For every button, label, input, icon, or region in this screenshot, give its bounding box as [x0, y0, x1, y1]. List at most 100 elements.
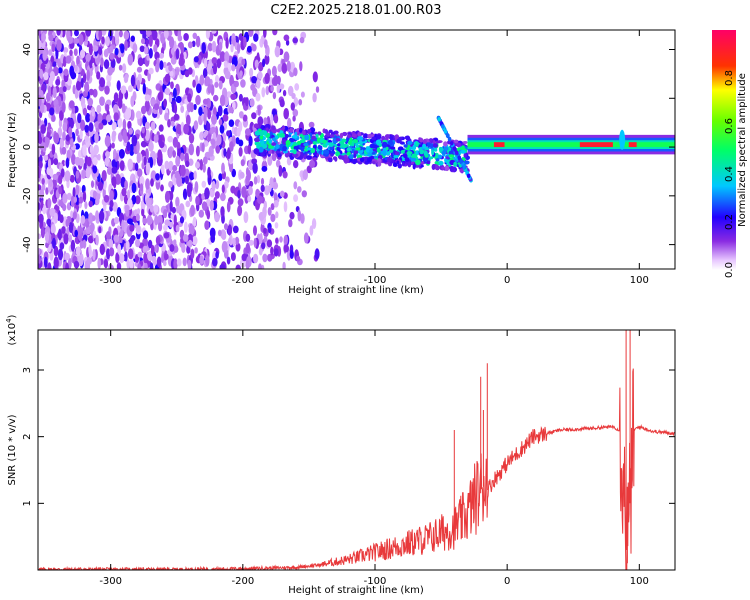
spectrogram-cell: [210, 233, 216, 243]
spectrogram-cell: [221, 214, 225, 224]
spectrogram-cell: [264, 72, 270, 84]
spectrogram-cell: [404, 157, 410, 162]
spectrogram-cell: [175, 155, 181, 167]
spectrogram-cell: [205, 254, 210, 267]
spectrogram-cell: [351, 141, 355, 147]
spectrogram-cell: [199, 159, 204, 171]
spectrogram-cell: [359, 157, 365, 163]
spectrogram-cell: [422, 143, 427, 149]
spectrogram-cell: [127, 53, 134, 66]
spectrogram-cell: [49, 167, 54, 177]
spectrogram-cell: [270, 246, 274, 256]
spectrogram-cell: [282, 171, 288, 179]
spectrogram-cell: [464, 160, 470, 165]
spectrogram-cell: [306, 156, 310, 160]
spectrogram-cell: [431, 164, 436, 170]
spectrogram-cell: [222, 114, 229, 122]
spectrogram-cell: [398, 136, 403, 140]
spectrogram-cell: [249, 67, 254, 78]
spectrogram-cell: [245, 233, 251, 242]
spectrogram-cell: [385, 146, 389, 151]
spectrogram-cell: [193, 170, 197, 180]
spectrogram-cell: [149, 205, 155, 213]
spectrogram-cell: [198, 106, 203, 116]
spectrogram-cell: [84, 81, 90, 94]
spectrogram-cell: [224, 51, 230, 64]
spectrogram-cell: [287, 134, 292, 138]
spectrogram-cell: [124, 204, 130, 211]
figure-title: C2E2.2025.218.01.00.R03: [270, 3, 441, 18]
spectrogram-cell: [157, 149, 163, 161]
spectrogram-cell: [296, 255, 301, 262]
spectrogram-cell: [190, 204, 195, 217]
spectrogram-cell: [195, 145, 200, 157]
spectrogram-cell: [121, 219, 125, 231]
spectrogram-cell: [251, 43, 257, 52]
spectrogram-cell: [228, 237, 232, 245]
spectrogram-cell: [139, 183, 144, 192]
colorbar-tick-label: 0.8: [724, 70, 735, 86]
spectrogram-cell: [51, 114, 56, 122]
spectrogram-cell: [141, 126, 145, 134]
spectrogram-cell: [167, 135, 173, 143]
spectrogram-cell: [127, 158, 133, 171]
spectrogram-cell: [186, 182, 193, 193]
spectrogram-cell: [130, 35, 135, 42]
spectrogram-cell: [224, 70, 231, 80]
spectrogram-cell: [162, 61, 167, 69]
spectrogram-cell: [85, 53, 92, 62]
spectrogram-cell: [439, 147, 444, 152]
spectrogram-cell: [352, 133, 357, 138]
spectrogram-cell: [287, 117, 292, 129]
spectrogram-cell: [221, 184, 225, 194]
spectrogram-cell: [292, 150, 296, 154]
spectrogram-cell: [208, 145, 214, 157]
spectrogram-cell: [329, 134, 335, 138]
spectrogram-cell: [286, 249, 291, 261]
spectrogram-cell: [103, 49, 109, 58]
spectrogram-cell: [175, 83, 180, 91]
spectrogram-cell: [266, 116, 271, 125]
spectrogram-cell: [219, 51, 226, 63]
spectrogram-cell: [261, 264, 265, 269]
spectrogram-cell: [51, 43, 56, 53]
spectrogram-cell: [53, 158, 59, 166]
spectrogram-cell: [276, 129, 280, 133]
spectrogram-cell: [58, 186, 62, 195]
spectrogram-cell: [163, 30, 169, 39]
spectrogram-cell: [337, 143, 341, 147]
spectrogram-cell: [86, 256, 92, 265]
spectrogram-cell: [86, 69, 90, 81]
spectrogram-cell: [144, 262, 148, 269]
spectrogram-cell: [74, 156, 81, 166]
spectrogram-cell: [53, 256, 59, 269]
spectrogram-cell: [168, 94, 173, 104]
spectrogram-cell: [281, 62, 288, 74]
spectrogram-cell: [43, 256, 48, 268]
spectrogram-cell: [141, 105, 147, 115]
spectrogram-cell: [67, 36, 73, 44]
spectrogram-cell: [293, 97, 299, 107]
spectrogram-cell: [241, 253, 248, 262]
spectrogram-cell: [240, 159, 245, 167]
spectrogram-cell: [176, 175, 183, 187]
spectrogram-cell: [193, 120, 199, 131]
spectrogram-cell: [186, 245, 191, 254]
spectrogram-cell: [137, 263, 142, 269]
spectrogram-cell: [109, 52, 115, 60]
peak-segment: [579, 142, 613, 148]
spectrogram-cell: [258, 61, 264, 72]
spectrogram-cell: [263, 227, 267, 234]
spectrogram-cell: [100, 30, 107, 36]
spectrogram-cell: [256, 175, 261, 184]
spectrogram-cell: [238, 147, 243, 157]
colorbar-tick-label: 0.4: [724, 166, 735, 182]
spectrogram-cell: [118, 149, 125, 159]
spectrogram-cell: [357, 136, 364, 141]
spectrogram-cell: [226, 147, 231, 160]
spectrogram-cell: [62, 56, 67, 68]
spectrogram-cell: [262, 253, 268, 263]
spectrogram-cell: [289, 211, 295, 220]
spectrogram-cell: [315, 86, 320, 93]
spectrogram-cell: [59, 214, 64, 224]
